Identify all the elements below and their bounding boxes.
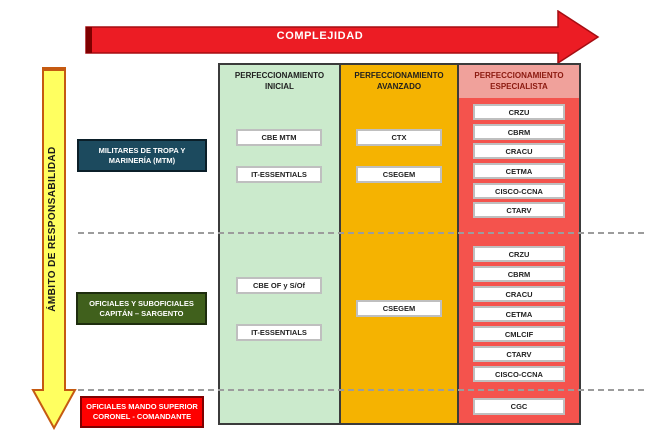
course-box: IT-ESSENTIALS [236, 166, 322, 183]
course-box: CRZU [473, 104, 565, 120]
responsibility-arrow-label: ÁMBITO DE RESPONSABILIDAD [47, 146, 58, 312]
course-box: CGC [473, 398, 565, 415]
column-header: PERFECCIONAMIENTO ESPECIALISTA [459, 70, 579, 92]
course-box: CTX [356, 129, 442, 146]
course-box: CETMA [473, 163, 565, 179]
row-separator [78, 232, 644, 234]
course-box: CBE MTM [236, 129, 322, 146]
row-label-line2: CAPITÁN – SARGENTO [99, 308, 184, 318]
row-label-line1: OFICIALES MANDO SUPERIOR [86, 402, 198, 411]
course-box: CETMA [473, 306, 565, 322]
course-box: CSEGEM [356, 166, 442, 183]
row-label-line1: OFICIALES Y SUBOFICIALES [89, 298, 194, 308]
column-perfeccionamiento-especialista: PERFECCIONAMIENTO ESPECIALISTA [457, 63, 581, 425]
column-header: PERFECCIONAMIENTO INICIAL [220, 70, 339, 92]
course-box: CTARV [473, 346, 565, 362]
course-box: CSEGEM [356, 300, 442, 317]
course-box: CTARV [473, 202, 565, 218]
course-box: CISCO-CCNA [473, 183, 565, 199]
complexity-arrow [85, 10, 600, 64]
row-label-line2: MARINERÍA (MTM) [108, 155, 176, 165]
row-label-line2: CORONEL - COMANDANTE [92, 412, 192, 421]
column-header-line1: PERFECCIONAMIENTO [234, 71, 325, 80]
column-header-line2: INICIAL [265, 82, 294, 91]
course-box: CMLCIF [473, 326, 565, 342]
responsibility-arrow [31, 67, 77, 430]
column-header: PERFECCIONAMIENTO AVANZADO [341, 70, 457, 92]
course-box: CRACU [473, 143, 565, 159]
row-separator [78, 389, 644, 391]
course-box: CRACU [473, 286, 565, 302]
course-box: CISCO-CCNA [473, 366, 565, 382]
row-label-militares-tropa-marineria: MILITARES DE TROPA Y MARINERÍA (MTM) [77, 139, 207, 172]
column-header-line2: AVANZADO [376, 82, 422, 91]
course-box: CBRM [473, 124, 565, 140]
course-box: CRZU [473, 246, 565, 262]
course-box: CBRM [473, 266, 565, 282]
column-perfeccionamiento-avanzado: PERFECCIONAMIENTO AVANZADO [339, 63, 459, 425]
row-label-oficiales-suboficiales: OFICIALES Y SUBOFICIALES CAPITÁN – SARGE… [76, 292, 207, 325]
column-header-line1: PERFECCIONAMIENTO [474, 71, 564, 80]
column-header-line2: ESPECIALISTA [490, 82, 548, 91]
column-header-line1: PERFECCIONAMIENTO [354, 71, 444, 80]
row-label-line1: MILITARES DE TROPA Y [98, 145, 186, 155]
column-perfeccionamiento-inicial: PERFECCIONAMIENTO INICIAL [218, 63, 341, 425]
row-label-oficiales-mando-superior: OFICIALES MANDO SUPERIOR CORONEL - COMAN… [80, 396, 204, 428]
complexity-arrow-label: COMPLEJIDAD [276, 30, 364, 42]
column-header-band [459, 65, 579, 98]
course-box: IT-ESSENTIALS [236, 324, 322, 341]
course-box: CBE OF y S/Of [236, 277, 322, 294]
